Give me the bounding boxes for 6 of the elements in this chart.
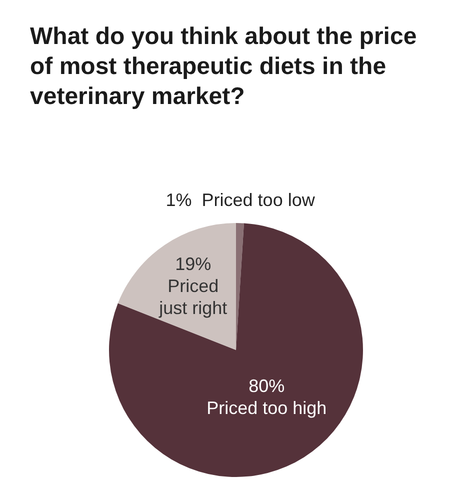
data-label: 80% (248, 376, 285, 396)
chart-title: What do you think about the price of most therapeutic diets in the veterinary market? (30, 22, 418, 112)
slice-label: Priced just right (158, 276, 228, 318)
data-label: 19% (175, 254, 212, 274)
slice-label: 1% Priced too low (166, 190, 316, 210)
slice-label: Priced too high (206, 398, 327, 418)
